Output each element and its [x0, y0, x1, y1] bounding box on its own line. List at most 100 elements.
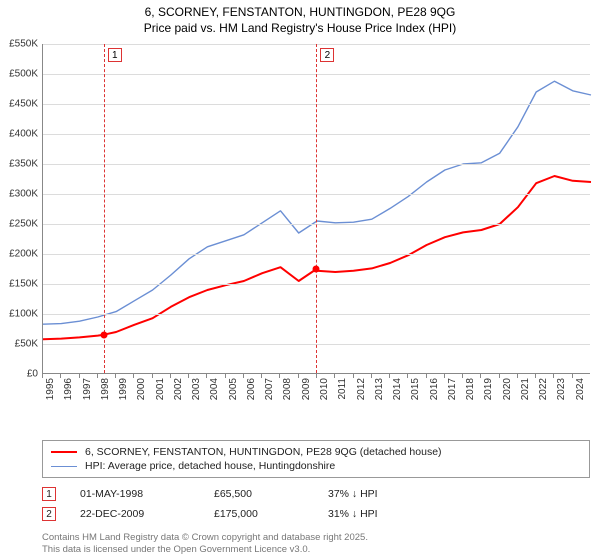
- x-tick-label: 2000: [136, 378, 147, 400]
- y-tick-label: £500K: [0, 69, 38, 80]
- y-tick-label: £350K: [0, 159, 38, 170]
- x-tick-label: 1999: [118, 378, 129, 400]
- sale-marker-on-chart: 1: [108, 48, 122, 62]
- legend-label-hpi: HPI: Average price, detached house, Hunt…: [85, 460, 335, 472]
- sale-price-2: £175,000: [214, 508, 304, 520]
- x-tick-mark: [462, 373, 463, 378]
- x-tick-mark: [60, 373, 61, 378]
- y-tick-label: £550K: [0, 39, 38, 50]
- x-tick-label: 2001: [155, 378, 166, 400]
- x-tick-label: 2021: [520, 378, 531, 400]
- sales-table: 1 01-MAY-1998 £65,500 37% ↓ HPI 2 22-DEC…: [42, 484, 590, 524]
- sale-row-1: 1 01-MAY-1998 £65,500 37% ↓ HPI: [42, 484, 590, 504]
- sale-marker-1: 1: [42, 487, 56, 501]
- x-tick-mark: [79, 373, 80, 378]
- y-tick-label: £300K: [0, 189, 38, 200]
- legend-item-hpi: HPI: Average price, detached house, Hunt…: [51, 459, 581, 473]
- x-tick-mark: [499, 373, 500, 378]
- x-tick-mark: [407, 373, 408, 378]
- sale-row-2: 2 22-DEC-2009 £175,000 31% ↓ HPI: [42, 504, 590, 524]
- x-tick-mark: [206, 373, 207, 378]
- x-tick-mark: [115, 373, 116, 378]
- legend-label-property: 6, SCORNEY, FENSTANTON, HUNTINGDON, PE28…: [85, 446, 442, 458]
- x-tick-mark: [225, 373, 226, 378]
- x-tick-label: 2010: [319, 378, 330, 400]
- x-tick-mark: [316, 373, 317, 378]
- x-tick-mark: [480, 373, 481, 378]
- x-tick-label: 2004: [209, 378, 220, 400]
- chart-title-line2: Price paid vs. HM Land Registry's House …: [0, 20, 600, 36]
- x-tick-label: 2003: [191, 378, 202, 400]
- x-tick-label: 2024: [575, 378, 586, 400]
- x-tick-mark: [572, 373, 573, 378]
- x-tick-label: 2012: [356, 378, 367, 400]
- sale-date-1: 01-MAY-1998: [80, 488, 190, 500]
- x-tick-mark: [42, 373, 43, 378]
- x-tick-label: 2018: [465, 378, 476, 400]
- footer-line2: This data is licensed under the Open Gov…: [42, 544, 368, 556]
- x-tick-label: 2014: [392, 378, 403, 400]
- x-tick-mark: [389, 373, 390, 378]
- x-tick-mark: [517, 373, 518, 378]
- sale-marker-2: 2: [42, 507, 56, 521]
- x-tick-label: 2005: [228, 378, 239, 400]
- y-tick-label: £0: [0, 369, 38, 380]
- x-tick-mark: [535, 373, 536, 378]
- chart-title-line1: 6, SCORNEY, FENSTANTON, HUNTINGDON, PE28…: [0, 4, 600, 20]
- x-tick-label: 2008: [282, 378, 293, 400]
- x-tick-mark: [188, 373, 189, 378]
- x-tick-mark: [298, 373, 299, 378]
- footer-line1: Contains HM Land Registry data © Crown c…: [42, 532, 368, 544]
- x-tick-mark: [444, 373, 445, 378]
- y-tick-label: £200K: [0, 249, 38, 260]
- x-tick-label: 1998: [100, 378, 111, 400]
- x-tick-label: 1996: [63, 378, 74, 400]
- x-tick-label: 2023: [556, 378, 567, 400]
- chart: 12 £0£50K£100K£150K£200K£250K£300K£350K£…: [42, 44, 590, 404]
- x-tick-mark: [371, 373, 372, 378]
- sale-vline: [104, 44, 105, 373]
- legend: 6, SCORNEY, FENSTANTON, HUNTINGDON, PE28…: [42, 440, 590, 478]
- y-tick-label: £150K: [0, 279, 38, 290]
- x-tick-label: 2013: [374, 378, 385, 400]
- x-tick-mark: [261, 373, 262, 378]
- x-tick-mark: [334, 373, 335, 378]
- x-tick-label: 2009: [301, 378, 312, 400]
- x-tick-label: 2015: [410, 378, 421, 400]
- x-tick-mark: [133, 373, 134, 378]
- sale-price-1: £65,500: [214, 488, 304, 500]
- y-tick-label: £50K: [0, 339, 38, 350]
- x-tick-mark: [426, 373, 427, 378]
- sale-date-2: 22-DEC-2009: [80, 508, 190, 520]
- y-tick-label: £100K: [0, 309, 38, 320]
- y-tick-label: £400K: [0, 129, 38, 140]
- plot-region: 12: [42, 44, 590, 374]
- x-tick-label: 2020: [502, 378, 513, 400]
- footer: Contains HM Land Registry data © Crown c…: [42, 532, 368, 556]
- legend-swatch-hpi: [51, 466, 77, 467]
- sale-pct-2: 31% ↓ HPI: [328, 508, 438, 520]
- x-tick-label: 2016: [429, 378, 440, 400]
- x-tick-label: 2022: [538, 378, 549, 400]
- x-tick-label: 1995: [45, 378, 56, 400]
- sale-point: [100, 331, 107, 338]
- x-tick-mark: [152, 373, 153, 378]
- x-tick-mark: [553, 373, 554, 378]
- x-tick-label: 2002: [173, 378, 184, 400]
- y-tick-label: £250K: [0, 219, 38, 230]
- x-tick-mark: [279, 373, 280, 378]
- legend-swatch-property: [51, 451, 77, 453]
- x-tick-label: 2011: [337, 378, 348, 400]
- x-tick-label: 2017: [447, 378, 458, 400]
- x-tick-label: 2007: [264, 378, 275, 400]
- legend-item-property: 6, SCORNEY, FENSTANTON, HUNTINGDON, PE28…: [51, 445, 581, 459]
- x-tick-mark: [243, 373, 244, 378]
- sale-marker-on-chart: 2: [320, 48, 334, 62]
- y-tick-label: £450K: [0, 99, 38, 110]
- sale-pct-1: 37% ↓ HPI: [328, 488, 438, 500]
- x-tick-label: 2006: [246, 378, 257, 400]
- x-tick-mark: [97, 373, 98, 378]
- sale-point: [313, 266, 320, 273]
- x-tick-label: 2019: [483, 378, 494, 400]
- x-tick-label: 1997: [82, 378, 93, 400]
